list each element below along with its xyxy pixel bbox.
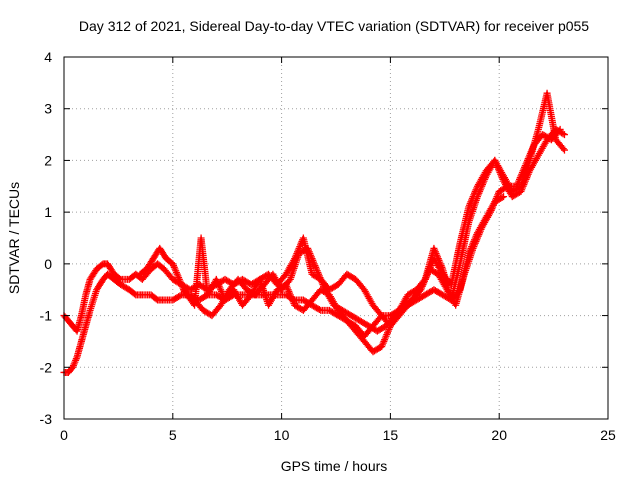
data-point: [176, 292, 184, 300]
x-tick-label: 5: [169, 427, 177, 443]
y-axis-label: SDTVAR / TECUs: [6, 182, 22, 294]
y-tick-label: 1: [44, 204, 52, 220]
y-tick-label: 2: [44, 152, 52, 168]
plot-frame: [63, 56, 609, 420]
y-tick-label: -2: [40, 359, 53, 375]
x-tick-label: 25: [600, 427, 616, 443]
data-point: [498, 193, 506, 201]
data-point: [500, 193, 508, 201]
data-point: [502, 183, 510, 191]
data-points: [60, 89, 568, 376]
data-point: [555, 127, 563, 135]
data-point: [560, 146, 568, 154]
x-tick-label: 10: [274, 427, 290, 443]
y-tick-label: 0: [44, 256, 52, 272]
grid-lines: [64, 57, 608, 419]
y-tick-label: 3: [44, 101, 52, 117]
axis-ticks: 0 5 10 15 20 25 -3 -2 -1 0 1 2 3 4: [40, 49, 616, 443]
data-point: [556, 125, 564, 133]
x-tick-label: 0: [60, 427, 68, 443]
data-point: [315, 306, 323, 314]
y-tick-label: -1: [40, 308, 53, 324]
x-axis-label: GPS time / hours: [281, 458, 388, 474]
chart-title: Day 312 of 2021, Sidereal Day-to-day VTE…: [79, 18, 589, 34]
data-point: [115, 274, 123, 282]
data-point: [560, 131, 568, 139]
x-tick-label: 15: [383, 427, 399, 443]
y-tick-label: 4: [44, 49, 52, 65]
data-point: [559, 145, 567, 153]
y-tick-label: -3: [40, 411, 53, 427]
data-point: [559, 130, 567, 138]
x-tick-label: 20: [491, 427, 507, 443]
